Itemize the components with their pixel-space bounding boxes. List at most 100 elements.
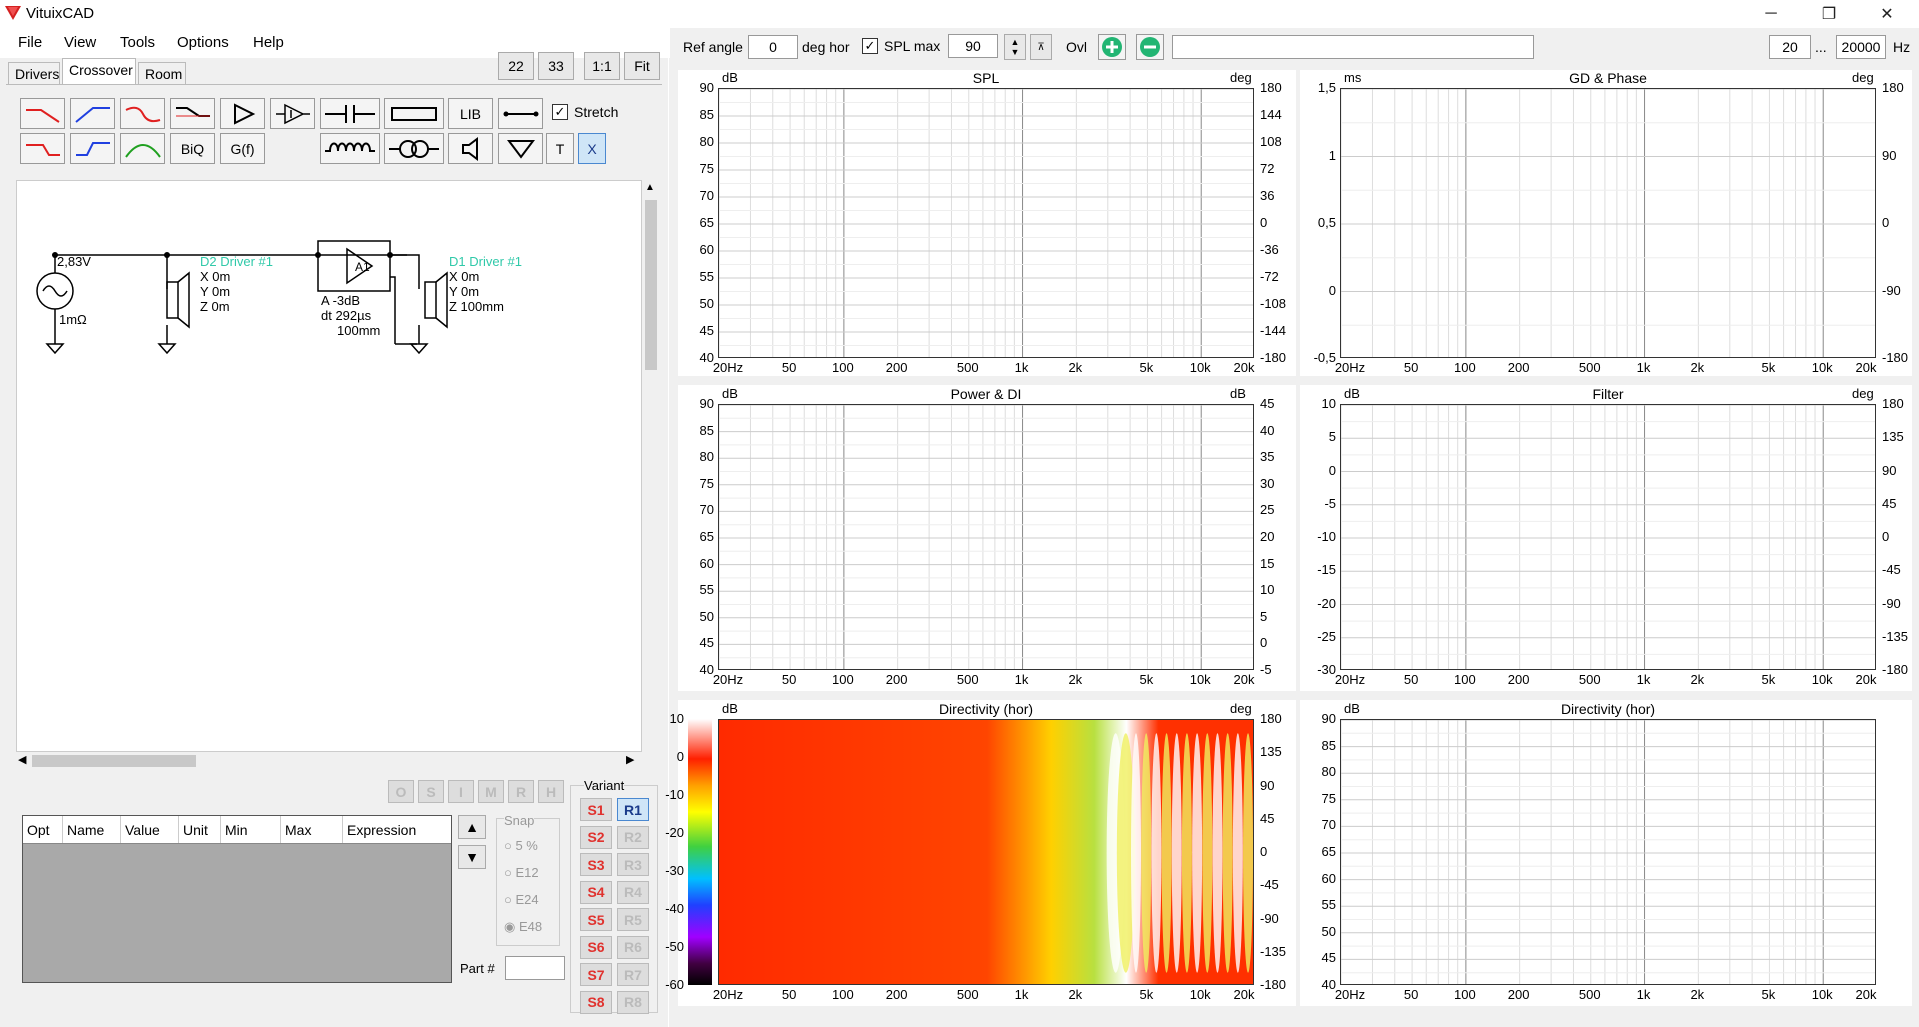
zoom-33-button[interactable]: 33 [538,52,574,80]
snap-option-e24[interactable]: ○ E24 [504,892,539,907]
inductor-tool-icon[interactable] [320,133,380,164]
plot-area[interactable] [718,88,1254,358]
shelf-tool-icon[interactable] [170,98,215,129]
plot-area[interactable] [1340,88,1876,358]
power-di-chart[interactable]: Power & DI dB dB 90 85 80 75 70 65 60 55 50 45 40 45 40… [678,385,1296,691]
variant-r8-button[interactable]: R8 [617,990,649,1014]
driver2-name[interactable]: D2 Driver #1 [200,254,273,269]
col-name[interactable]: Name [63,816,121,843]
filter-h-button[interactable]: H [538,780,564,803]
variant-r6-button[interactable]: R6 [617,935,649,959]
gf-button[interactable]: G(f) [220,133,265,164]
ref-angle-input[interactable] [748,35,798,59]
menu-options[interactable]: Options [177,34,229,51]
filter-o-button[interactable]: O [388,780,414,803]
spl-limit-icon[interactable]: ⊼ [1030,34,1052,60]
tab-crossover[interactable]: Crossover [62,58,136,84]
snap-option-e12[interactable]: ○ E12 [504,865,539,880]
scroll-right-icon[interactable]: ▶ [626,754,635,766]
scroll-up-icon[interactable]: ▲ [645,182,655,193]
variant-s1-button[interactable]: S1 [580,798,612,821]
vscroll-thumb[interactable] [645,200,657,370]
filter-i-button[interactable]: I [448,780,474,803]
variant-s2-button[interactable]: S2 [580,825,612,849]
driver1-name[interactable]: D1 Driver #1 [449,254,522,269]
overlay-remove-icon[interactable] [1136,34,1164,60]
snap-option-5[interactable]: ○ 5 % [504,838,538,853]
gd-phase-chart[interactable]: GD & Phase ms deg 1,5 1 0,5 0 -0,5 180 90 0 -90 -180… [1300,70,1912,376]
filter-chart[interactable]: Filter dB deg 10 5 0 -5 -10 -15 -20 -25 -30 180 135 90… [1300,385,1912,691]
allpass-tool-icon[interactable] [120,98,165,129]
lib-button[interactable]: LIB [448,98,493,129]
hscroll-thumb[interactable] [32,755,196,767]
col-unit[interactable]: Unit [179,816,221,843]
variant-s4-button[interactable]: S4 [580,880,612,904]
close-icon[interactable]: ✕ [1880,6,1894,23]
col-expression[interactable]: Expression [347,822,417,838]
speaker-tool-icon[interactable] [448,133,493,164]
variant-s8-button[interactable]: S8 [580,990,612,1014]
scroll-left-icon[interactable]: ◀ [18,754,27,766]
part-number-input[interactable] [505,956,565,980]
col-value[interactable]: Value [121,816,179,843]
filter-m-button[interactable]: M [478,780,504,803]
minimize-icon[interactable]: ─ [1765,5,1777,22]
menu-view[interactable]: View [64,34,97,51]
col-opt[interactable]: Opt [23,816,63,843]
plot-area[interactable] [1340,404,1876,670]
filter-s-button[interactable]: S [418,780,444,803]
plot-area[interactable] [718,404,1254,670]
optimizer-table[interactable]: Opt Name Value Unit Min Max Expression [22,815,452,983]
capacitor-tool-icon[interactable] [320,98,380,129]
variant-s7-button[interactable]: S7 [580,963,612,986]
col-min[interactable]: Min [221,816,281,843]
move-down-icon[interactable]: ▼ [458,845,486,869]
variant-s3-button[interactable]: S3 [580,853,612,876]
bandpass-tool-icon[interactable] [120,133,165,164]
plot-area[interactable] [718,719,1254,985]
highpass-tool-icon[interactable] [70,98,115,129]
variant-r3-button[interactable]: R3 [617,853,649,876]
variant-r1-button[interactable]: R1 [617,798,649,821]
tab-drivers[interactable]: Drivers [8,62,60,84]
spl-stepper-icon[interactable]: ▲ ▼ [1004,34,1026,60]
lowpass-alt-tool-icon[interactable] [20,133,65,164]
move-up-icon[interactable]: ▲ [458,815,486,839]
freq-max-input[interactable] [1836,35,1886,59]
filter-r-button[interactable]: R [508,780,534,803]
wire-tool-icon[interactable] [498,98,543,129]
spl-max-checkbox[interactable]: ✓ [862,38,878,54]
menu-tools[interactable]: Tools [120,34,156,51]
transformer-tool-icon[interactable] [384,133,444,164]
overlay-input[interactable] [1172,35,1534,59]
zoom-22-button[interactable]: 22 [498,52,534,80]
freq-min-input[interactable] [1769,35,1811,59]
buffer-tool-icon[interactable] [220,98,265,129]
delete-tool-button[interactable]: X [578,133,606,164]
spl-max-input[interactable] [948,34,998,58]
menu-help[interactable]: Help [253,34,284,51]
tab-room[interactable]: Room [138,62,186,84]
spl-chart[interactable]: SPL dB deg 90 85 80 75 70 65 60 55 50 45 40 180 144 108 7… [678,70,1296,376]
variant-s5-button[interactable]: S5 [580,908,612,931]
resistor-tool-icon[interactable] [384,98,444,129]
variant-r2-button[interactable]: R2 [617,825,649,849]
plot-area[interactable] [1340,719,1876,985]
highpass-alt-tool-icon[interactable] [70,133,115,164]
directivity-lines-chart[interactable]: Directivity (hor) dB 90 85 80 75 70 65 60 55 50 45 4… [1300,700,1912,1006]
restore-icon[interactable]: ❐ [1821,6,1837,23]
directivity-map-chart[interactable]: Directivity (hor) dB deg 10 0 -10 -20 -30 -40 -50… [665,700,1296,1006]
col-max[interactable]: Max [281,816,343,843]
zoom-1-1-button[interactable]: 1:1 [584,52,620,80]
stretch-checkbox[interactable]: ✓ [552,104,568,120]
overlay-add-icon[interactable] [1098,34,1126,60]
canvas-horizontal-scrollbar[interactable]: ◀ ▶ [16,752,642,770]
snap-option-e48[interactable]: ◉ E48 [504,919,543,934]
variant-s6-button[interactable]: S6 [580,935,612,959]
schematic-canvas[interactable]: A1 2,83V 1mΩ D2 Driver #1 X 0m Y 0m Z 0m… [16,180,642,752]
amplifier-tool-icon[interactable] [270,98,315,129]
variant-r4-button[interactable]: R4 [617,880,649,904]
biquad-button[interactable]: BiQ [170,133,215,164]
text-tool-button[interactable]: T [546,133,574,164]
ground-tool-icon[interactable] [498,133,543,164]
